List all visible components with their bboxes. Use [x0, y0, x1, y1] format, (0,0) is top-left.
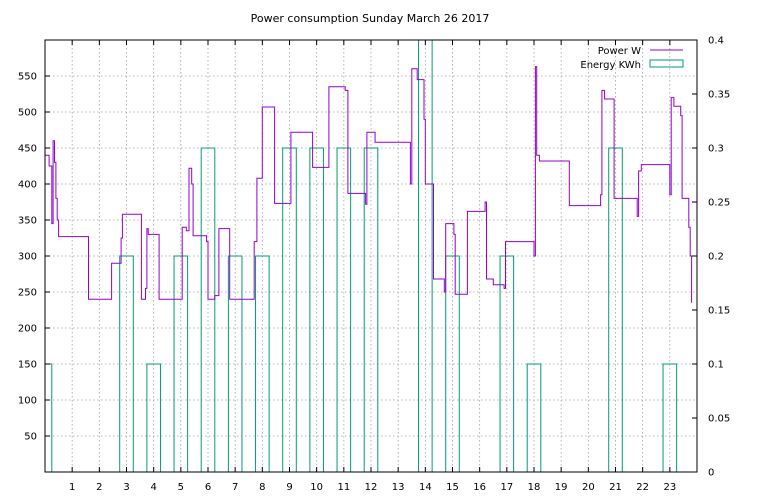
- x-tick-label: 13: [392, 482, 405, 493]
- y2-tick-label: 0.1: [708, 360, 724, 371]
- y2-tick-label: 0.35: [708, 90, 730, 101]
- energy-bar: [282, 147, 297, 472]
- energy-bar: [146, 363, 161, 472]
- y2-tick-label: 0.4: [708, 36, 724, 47]
- x-tick-label: 10: [310, 482, 323, 493]
- x-tick-label: 9: [286, 482, 292, 493]
- x-tick-label: 8: [259, 482, 265, 493]
- energy-bar: [200, 147, 216, 472]
- x-tick-label: 18: [528, 482, 541, 493]
- x-tick-label: 2: [96, 482, 102, 493]
- x-tick-label: 4: [150, 482, 156, 493]
- x-tick-label: 6: [205, 482, 211, 493]
- x-tick-label: 22: [636, 482, 649, 493]
- energy-bar: [608, 147, 623, 472]
- x-tick-label: 19: [555, 482, 568, 493]
- x-tick-label: 1: [69, 482, 75, 493]
- y-tick-label: 250: [18, 288, 37, 299]
- energy-bar: [662, 363, 678, 472]
- x-tick-label: 15: [446, 482, 459, 493]
- y2-tick-label: 0.3: [708, 144, 724, 155]
- y-tick-label: 200: [18, 324, 37, 335]
- y-tick-label: 100: [18, 396, 37, 407]
- legend-swatch-energy: [649, 59, 684, 68]
- x-tick-label: 5: [178, 482, 184, 493]
- y-tick-label: 500: [18, 108, 37, 119]
- y-tick-label: 400: [18, 180, 37, 191]
- y-tick-label: 450: [18, 144, 37, 155]
- energy-bar: [255, 255, 270, 472]
- energy-bar: [309, 147, 324, 472]
- x-tick-label: 3: [123, 482, 129, 493]
- energy-bar: [445, 255, 460, 472]
- y-tick-label: 150: [18, 360, 37, 371]
- x-tick-label: 14: [419, 482, 432, 493]
- y2-tick-label: 0: [708, 468, 714, 479]
- x-tick-label: 12: [365, 482, 378, 493]
- energy-bar: [363, 147, 379, 472]
- grid: [45, 40, 697, 472]
- y2-tick-label: 0.15: [708, 306, 730, 317]
- chart-title: Power consumption Sunday March 26 2017: [251, 12, 490, 25]
- legend-label-energy: Energy KWh: [580, 60, 641, 71]
- legend: Power W Energy KWh: [580, 46, 684, 71]
- energy-bar: [526, 363, 542, 472]
- energy-bar: [227, 255, 243, 472]
- x-tick-label: 17: [500, 482, 513, 493]
- energy-bar: [44, 363, 53, 472]
- x-tick-label: 23: [663, 482, 676, 493]
- energy-bar: [336, 147, 352, 472]
- y-tick-label: 350: [18, 216, 37, 227]
- y2-tick-label: 0.05: [708, 414, 730, 425]
- energy-bars: [44, 39, 678, 472]
- y-tick-label: 550: [18, 72, 37, 83]
- y-tick-label: 50: [24, 432, 37, 443]
- x-tick-label: 20: [582, 482, 595, 493]
- x-tick-label: 21: [609, 482, 622, 493]
- x-tick-label: 16: [473, 482, 486, 493]
- power-series-line: [45, 66, 693, 303]
- x-tick-label: 11: [337, 482, 350, 493]
- y2-tick-label: 0.25: [708, 198, 730, 209]
- y-tick-label: 300: [18, 252, 37, 263]
- energy-bar: [499, 255, 515, 472]
- x-tick-label: 7: [232, 482, 238, 493]
- energy-bar: [173, 255, 189, 472]
- axis-ticks: 1 2 3 4 5 6 7 8 9 10 11 12 13 14 15 16 17 18 19 20 21 22 23501…: [18, 36, 730, 494]
- energy-bar: [119, 255, 134, 472]
- y2-tick-label: 0.2: [708, 252, 724, 263]
- legend-label-power: Power W: [598, 46, 641, 57]
- power-lines: [45, 66, 693, 303]
